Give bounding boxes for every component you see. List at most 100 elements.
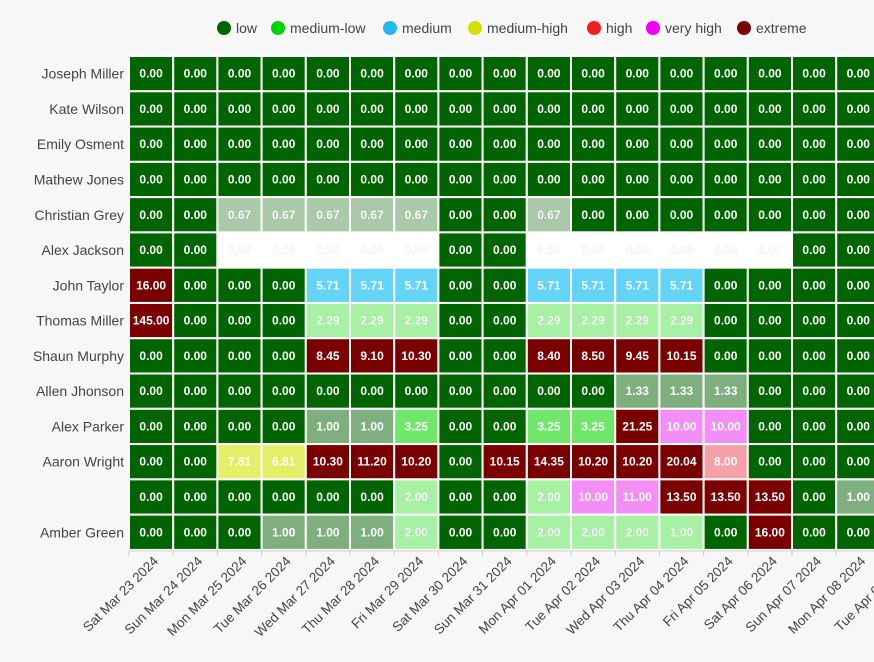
heatmap-cell[interactable] — [835, 55, 874, 93]
heatmap-cell[interactable] — [437, 337, 484, 375]
heatmap-cell[interactable] — [304, 337, 351, 375]
heatmap-cell[interactable] — [525, 55, 572, 93]
heatmap-cell[interactable] — [614, 513, 661, 551]
heatmap-cell[interactable] — [658, 125, 705, 163]
heatmap-cell[interactable] — [393, 513, 440, 551]
heatmap-cell[interactable] — [393, 443, 440, 481]
heatmap-cell[interactable] — [481, 55, 528, 93]
heatmap-cell[interactable] — [304, 160, 351, 199]
heatmap-cell[interactable] — [658, 196, 705, 234]
heatmap-cell[interactable] — [128, 478, 175, 516]
legend-item[interactable]: medium-low — [271, 20, 365, 36]
heatmap-cell[interactable] — [128, 372, 175, 410]
heatmap-cell[interactable] — [570, 513, 617, 551]
heatmap-cell[interactable] — [525, 301, 572, 340]
heatmap-cell[interactable] — [835, 196, 874, 234]
heatmap-cell[interactable] — [481, 125, 528, 163]
legend-item[interactable]: very high — [646, 20, 722, 36]
heatmap-cell[interactable] — [570, 372, 617, 410]
heatmap-cell[interactable] — [437, 301, 484, 340]
heatmap-cell[interactable] — [525, 337, 572, 375]
heatmap-cell[interactable] — [128, 513, 175, 551]
heatmap-cell[interactable] — [128, 55, 175, 93]
heatmap-cell[interactable] — [746, 513, 793, 551]
heatmap-cell[interactable] — [658, 407, 705, 446]
heatmap-cell[interactable] — [437, 231, 484, 269]
heatmap-cell[interactable] — [835, 443, 874, 481]
heatmap-cell[interactable] — [791, 407, 838, 446]
heatmap-cell[interactable] — [437, 55, 484, 93]
heatmap-cell[interactable] — [304, 90, 351, 128]
heatmap-cell[interactable] — [349, 478, 396, 516]
heatmap-cell[interactable] — [349, 301, 396, 340]
heatmap-cell[interactable] — [658, 231, 705, 269]
heatmap-cell[interactable] — [791, 443, 838, 481]
heatmap-cell[interactable] — [658, 55, 705, 93]
heatmap-cell[interactable] — [835, 372, 874, 410]
heatmap-cell[interactable] — [658, 443, 705, 481]
legend-item[interactable]: medium-high — [468, 20, 568, 36]
heatmap-cell[interactable] — [128, 231, 175, 269]
heatmap-cell[interactable] — [481, 266, 528, 304]
heatmap-cell[interactable] — [216, 301, 263, 340]
heatmap-cell[interactable] — [260, 266, 307, 304]
heatmap-cell[interactable] — [658, 513, 705, 551]
heatmap-cell[interactable] — [216, 372, 263, 410]
heatmap-cell[interactable] — [216, 266, 263, 304]
heatmap-cell[interactable] — [658, 372, 705, 410]
heatmap-cell[interactable] — [481, 90, 528, 128]
heatmap-cell[interactable] — [702, 125, 749, 163]
heatmap-cell[interactable] — [570, 160, 617, 199]
heatmap-cell[interactable] — [525, 372, 572, 410]
heatmap-cell[interactable] — [835, 513, 874, 551]
legend-item[interactable]: low — [217, 20, 257, 36]
heatmap-cell[interactable] — [702, 231, 749, 269]
heatmap-cell[interactable] — [349, 443, 396, 481]
heatmap-cell[interactable] — [349, 407, 396, 446]
heatmap-cell[interactable] — [702, 513, 749, 551]
heatmap-cell[interactable] — [746, 478, 793, 516]
heatmap-cell[interactable] — [791, 125, 838, 163]
heatmap-cell[interactable] — [260, 196, 307, 234]
heatmap-cell[interactable] — [614, 125, 661, 163]
heatmap-cell[interactable] — [702, 407, 749, 446]
heatmap-cell[interactable] — [437, 90, 484, 128]
heatmap-cell[interactable] — [172, 372, 219, 410]
heatmap-cell[interactable] — [260, 337, 307, 375]
heatmap-cell[interactable] — [304, 443, 351, 481]
heatmap-cell[interactable] — [128, 443, 175, 481]
heatmap-cell[interactable] — [481, 478, 528, 516]
heatmap-cell[interactable] — [349, 266, 396, 304]
heatmap-cell[interactable] — [570, 407, 617, 446]
heatmap-cell[interactable] — [481, 231, 528, 269]
heatmap-cell[interactable] — [835, 90, 874, 128]
heatmap-cell[interactable] — [349, 231, 396, 269]
heatmap-cell[interactable] — [128, 196, 175, 234]
heatmap-cell[interactable] — [349, 513, 396, 551]
heatmap-cell[interactable] — [216, 513, 263, 551]
heatmap-cell[interactable] — [260, 443, 307, 481]
heatmap-cell[interactable] — [791, 513, 838, 551]
legend-item[interactable]: medium — [383, 20, 452, 36]
heatmap-cell[interactable] — [437, 443, 484, 481]
heatmap-cell[interactable] — [791, 196, 838, 234]
heatmap-cell[interactable] — [437, 513, 484, 551]
heatmap-cell[interactable] — [702, 443, 749, 481]
heatmap-cell[interactable] — [702, 337, 749, 375]
heatmap-cell[interactable] — [393, 407, 440, 446]
heatmap-cell[interactable] — [128, 266, 175, 304]
heatmap-cell[interactable] — [791, 160, 838, 199]
heatmap-cell[interactable] — [172, 337, 219, 375]
heatmap-cell[interactable] — [570, 443, 617, 481]
heatmap-cell[interactable] — [702, 266, 749, 304]
heatmap-cell[interactable] — [658, 301, 705, 340]
heatmap-cell[interactable] — [525, 266, 572, 304]
heatmap-cell[interactable] — [216, 443, 263, 481]
heatmap-cell[interactable] — [172, 443, 219, 481]
heatmap-cell[interactable] — [172, 55, 219, 93]
heatmap-cell[interactable] — [393, 337, 440, 375]
heatmap-cell[interactable] — [172, 196, 219, 234]
heatmap-cell[interactable] — [260, 55, 307, 93]
heatmap-cell[interactable] — [349, 55, 396, 93]
heatmap-cell[interactable] — [481, 513, 528, 551]
